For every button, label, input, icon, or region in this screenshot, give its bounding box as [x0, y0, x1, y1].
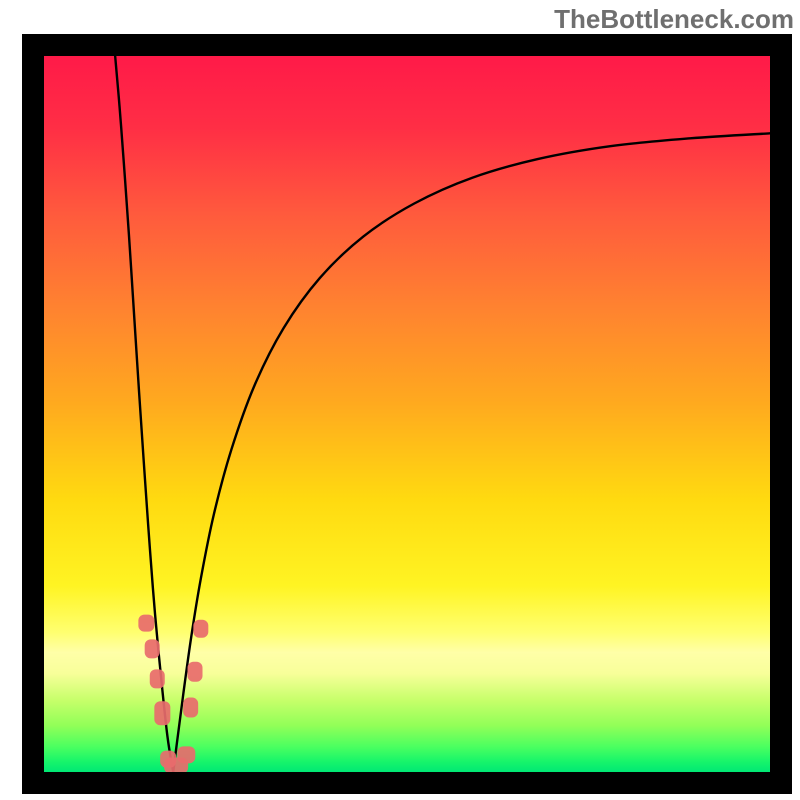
chart-plot-area	[44, 56, 770, 772]
data-marker	[150, 669, 165, 688]
data-marker	[138, 615, 154, 632]
watermark-text: TheBottleneck.com	[554, 4, 794, 35]
chart-svg	[44, 56, 770, 772]
data-marker	[177, 746, 195, 763]
data-marker	[193, 620, 208, 638]
data-marker	[154, 701, 170, 725]
data-marker	[183, 698, 198, 718]
chart-background	[44, 56, 770, 772]
stage: TheBottleneck.com	[0, 0, 800, 800]
data-marker	[188, 662, 203, 682]
data-marker	[145, 639, 160, 658]
